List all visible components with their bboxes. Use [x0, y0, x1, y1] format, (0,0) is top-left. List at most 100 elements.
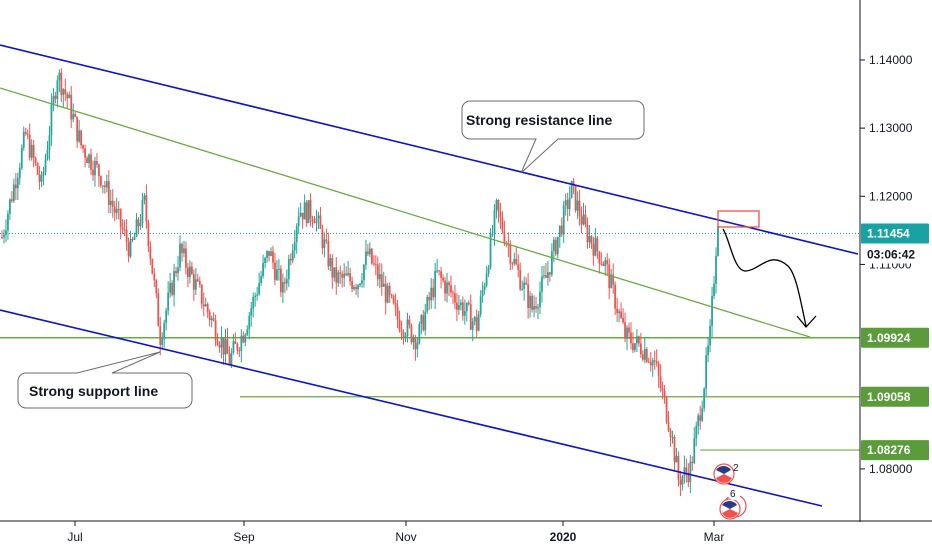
candle-body	[131, 239, 134, 241]
candle-body	[272, 251, 274, 263]
candle-body	[113, 206, 116, 213]
event-marker-1[interactable]: 2	[713, 463, 739, 485]
candle-body	[196, 279, 199, 281]
candle-body	[701, 408, 704, 421]
candle-body	[501, 217, 504, 232]
candle-body	[434, 270, 437, 298]
time-axis[interactable]: Jul Sep Nov 2020 Mar	[67, 521, 724, 544]
candle-body	[76, 116, 79, 142]
candle-body	[78, 130, 81, 142]
level-price-tag-1-bg	[861, 327, 929, 348]
candle-body	[440, 271, 442, 278]
candle-body	[655, 361, 658, 364]
candle-body	[594, 237, 597, 256]
candle-body	[475, 317, 478, 331]
candle-body	[392, 296, 395, 304]
candle-body	[428, 296, 431, 301]
resistance-callout[interactable]: Strong resistance line	[461, 100, 645, 174]
candle-body	[58, 72, 61, 81]
candle-body	[323, 239, 326, 249]
candle-body	[226, 339, 229, 354]
candle-body	[38, 174, 41, 182]
projection-arrow[interactable]	[722, 228, 807, 327]
candle-body	[297, 216, 300, 227]
candle-body	[285, 279, 288, 284]
candle-body	[169, 282, 172, 293]
candle-body	[681, 476, 684, 485]
candle-body	[331, 258, 334, 278]
candle-body	[264, 257, 266, 263]
candle-body	[133, 236, 136, 240]
candle-body	[645, 349, 648, 362]
us-flag-icon-canton	[722, 500, 737, 509]
candle-body	[208, 312, 211, 321]
candle-body	[157, 293, 160, 326]
support-channel-line[interactable]	[0, 309, 823, 507]
candle-body	[204, 304, 207, 307]
candle-body	[107, 181, 110, 205]
candle-body	[436, 270, 439, 272]
target-zone-rect[interactable]	[717, 210, 760, 228]
candle-body	[469, 304, 472, 330]
y-tick-label: 1.13000	[869, 121, 913, 135]
candle-body	[7, 213, 9, 231]
candle-body	[626, 327, 628, 339]
candle-body	[16, 178, 19, 189]
candle-body	[717, 226, 719, 256]
event-marker-2[interactable]: 6	[719, 486, 747, 520]
support-callout[interactable]: Strong support line	[17, 351, 193, 409]
candle-body	[206, 304, 209, 313]
candle-body	[283, 282, 286, 284]
candle-body	[531, 295, 533, 310]
candle-body	[56, 80, 59, 100]
candle-body	[572, 181, 575, 185]
candle-body	[457, 305, 460, 310]
candle-body	[444, 280, 446, 294]
candle-body	[293, 242, 296, 251]
candle-body	[378, 274, 381, 280]
candle-body	[495, 199, 498, 210]
y-tick-label: 1.08000	[869, 462, 913, 476]
arrow-head-icon	[796, 315, 817, 328]
resistance-channel-line[interactable]	[0, 44, 859, 255]
candle-body	[301, 212, 304, 220]
x-tick-label: Sep	[233, 530, 255, 544]
candle-body	[317, 215, 320, 219]
x-tick-label: Mar	[704, 530, 725, 544]
candle-body	[612, 274, 615, 285]
candle-body	[123, 229, 126, 231]
candle-body	[99, 176, 102, 186]
candle-body	[46, 150, 49, 160]
candle-body	[325, 239, 328, 241]
candle-body	[574, 184, 577, 211]
candle-body	[372, 263, 375, 265]
candle-body	[402, 331, 405, 337]
candle-body	[697, 415, 700, 426]
candle-body	[309, 200, 312, 219]
trend-line[interactable]	[0, 87, 811, 338]
candle-body	[693, 438, 696, 463]
candle-body	[450, 285, 452, 293]
candle-body	[12, 184, 15, 201]
candle-body	[556, 236, 559, 255]
candle-body	[1, 237, 3, 239]
candle-body	[384, 283, 387, 303]
candle-body	[483, 285, 486, 290]
candle-body	[291, 250, 294, 261]
candle-body	[671, 436, 674, 438]
x-tick-label: Nov	[395, 530, 416, 544]
candle-body	[200, 284, 203, 305]
candle-body	[311, 218, 314, 222]
candle-body	[30, 144, 33, 158]
candle-body	[548, 272, 551, 275]
candle-body	[422, 315, 425, 331]
candle-body	[430, 287, 433, 301]
candle-body	[66, 93, 69, 99]
plot-area[interactable]	[0, 44, 860, 507]
candle-body	[327, 240, 330, 267]
candle-body	[92, 169, 94, 176]
candle-body	[487, 267, 490, 274]
resistance-callout-label: Strong resistance line	[466, 112, 612, 128]
candle-body	[374, 263, 377, 265]
